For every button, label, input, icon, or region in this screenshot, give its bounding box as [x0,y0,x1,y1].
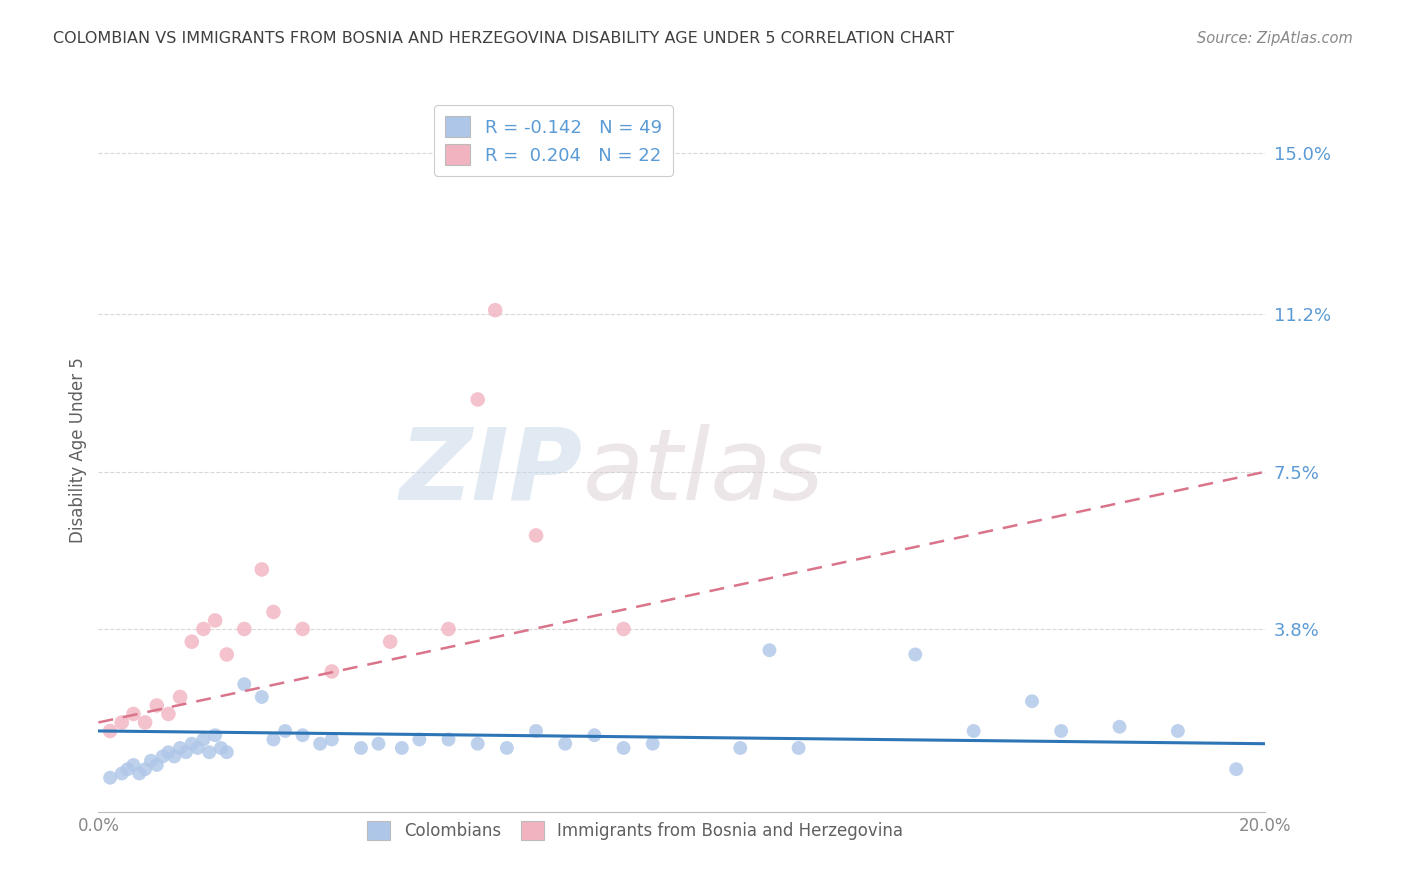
Text: atlas: atlas [582,424,824,521]
Point [193,622,215,636]
Point [291,622,314,636]
Point [193,732,215,747]
Point [157,706,180,721]
Point [204,614,226,628]
Point [309,737,332,751]
Point [169,690,191,704]
Point [146,698,169,713]
Text: COLOMBIAN VS IMMIGRANTS FROM BOSNIA AND HERZEGOVINA DISABILITY AGE UNDER 5 CORRE: COLOMBIAN VS IMMIGRANTS FROM BOSNIA AND … [53,31,955,46]
Point [321,665,343,679]
Point [111,715,134,730]
Point [641,737,664,751]
Point [117,762,139,776]
Point [408,732,430,747]
Point [134,762,156,776]
Point [198,745,221,759]
Point [554,737,576,751]
Point [524,723,547,738]
Point [730,741,752,756]
Point [204,728,226,742]
Text: Source: ZipAtlas.com: Source: ZipAtlas.com [1197,31,1353,46]
Point [758,643,780,657]
Point [467,737,489,751]
Point [139,754,162,768]
Y-axis label: Disability Age Under 5: Disability Age Under 5 [69,358,87,543]
Point [233,677,256,691]
Point [1021,694,1043,708]
Point [612,741,634,756]
Point [367,737,389,751]
Point [496,741,519,756]
Point [437,622,460,636]
Point [1050,723,1073,738]
Point [122,706,145,721]
Point [152,749,174,764]
Point [174,745,197,759]
Point [215,745,238,759]
Point [157,745,180,759]
Point [1108,720,1130,734]
Point [128,766,150,780]
Point [484,303,506,318]
Point [467,392,489,407]
Point [262,605,284,619]
Point [134,715,156,730]
Point [1167,723,1189,738]
Point [163,749,186,764]
Point [1225,762,1247,776]
Point [904,648,927,662]
Point [233,622,256,636]
Point [583,728,606,742]
Point [321,732,343,747]
Point [612,622,634,636]
Point [180,634,202,648]
Point [250,562,273,576]
Legend: Colombians, Immigrants from Bosnia and Herzegovina: Colombians, Immigrants from Bosnia and H… [360,814,910,847]
Point [98,771,121,785]
Point [122,758,145,772]
Point [262,732,284,747]
Point [180,737,202,751]
Point [380,634,402,648]
Point [524,528,547,542]
Point [215,648,238,662]
Point [169,741,191,756]
Point [291,728,314,742]
Point [274,723,297,738]
Point [98,723,121,738]
Point [962,723,984,738]
Point [146,758,169,772]
Point [350,741,373,756]
Point [787,741,810,756]
Point [250,690,273,704]
Point [187,741,209,756]
Point [391,741,413,756]
Text: ZIP: ZIP [399,424,582,521]
Point [111,766,134,780]
Point [209,741,232,756]
Point [437,732,460,747]
